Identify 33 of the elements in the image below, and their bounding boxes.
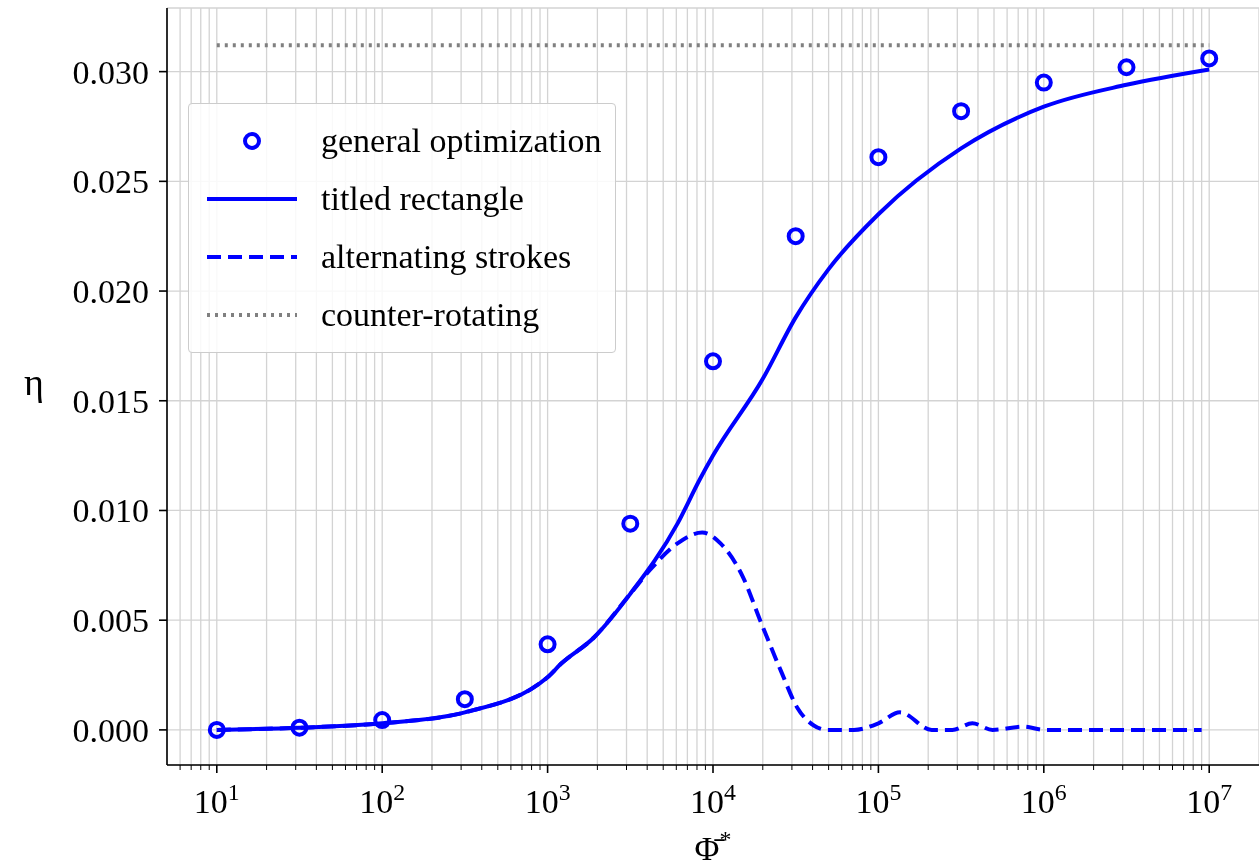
point	[207, 720, 226, 739]
y-axis-title: η	[24, 361, 44, 403]
y-tick-label: 0.005	[72, 602, 149, 640]
x-axis-title: Φ̄$^{*}$	[694, 826, 732, 867]
y-tick-label: 0.015	[72, 382, 149, 420]
x-tick-label: 10$^{1}$	[193, 779, 240, 820]
y-tick-label: 0.020	[72, 273, 149, 311]
point	[952, 102, 971, 121]
point	[869, 148, 888, 167]
x-tick-label: 10$^{5}$	[855, 779, 902, 820]
point	[1117, 58, 1136, 77]
x-tick-label: 10$^{4}$	[690, 779, 737, 820]
legend-label: general optimization	[321, 122, 602, 160]
point	[621, 514, 640, 533]
point	[538, 635, 557, 654]
point	[455, 690, 474, 709]
x-tick-label: 10$^{6}$	[1020, 779, 1067, 820]
y-tick-label: 0.030	[72, 53, 149, 91]
x-tick-label: 10$^{7}$	[1186, 779, 1233, 820]
point	[786, 227, 805, 246]
y-tick-label: 0.010	[72, 492, 149, 530]
y-tick-label: 0.000	[72, 711, 149, 749]
point	[290, 718, 309, 737]
point	[373, 711, 392, 730]
point	[704, 352, 722, 371]
point	[1200, 49, 1219, 68]
legend-label: titled rectangle	[321, 180, 524, 218]
point	[1034, 73, 1053, 92]
legend-label: alternating strokes	[321, 238, 572, 276]
x-tick-label: 10$^{2}$	[359, 779, 406, 820]
y-tick-label: 0.025	[72, 163, 149, 201]
legend-label: counter-rotating	[321, 296, 540, 334]
x-tick-label: 10$^{3}$	[524, 779, 571, 820]
